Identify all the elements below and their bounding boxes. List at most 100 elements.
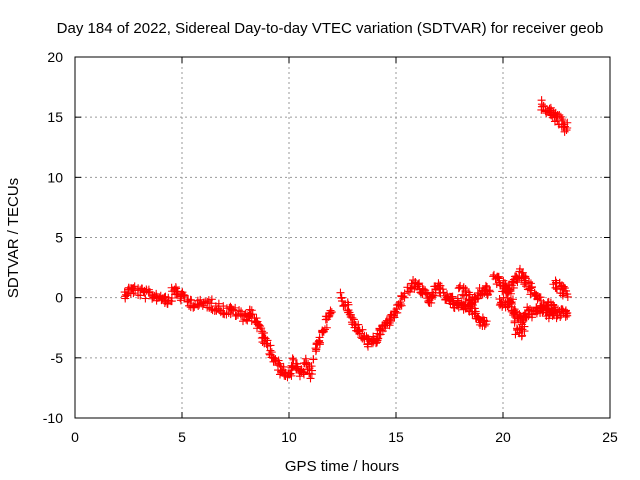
data-point (419, 285, 428, 294)
data-point (481, 320, 490, 329)
data-point (562, 126, 571, 135)
data-point (555, 110, 564, 119)
y-tick-label: 0 (55, 290, 63, 306)
data-point (187, 296, 196, 305)
data-point (167, 293, 176, 302)
data-point (195, 300, 204, 309)
data-point (393, 308, 402, 317)
data-point (494, 273, 503, 282)
data-point (390, 313, 399, 322)
x-tick-label: 0 (71, 429, 79, 445)
data-point (396, 300, 405, 309)
y-tick-label: -10 (43, 410, 63, 426)
data-point (306, 374, 315, 383)
data-point (466, 299, 475, 308)
data-point (256, 322, 265, 331)
data-point (354, 320, 363, 329)
y-axis-label: SDTVAR / TECUs (5, 178, 22, 298)
data-point (560, 284, 569, 293)
data-point (453, 294, 462, 303)
data-point (344, 306, 353, 315)
data-point (354, 327, 363, 336)
data-point (279, 362, 288, 371)
data-point (511, 330, 520, 339)
data-point (349, 315, 358, 324)
y-tick-label: 20 (47, 49, 63, 65)
data-point (180, 291, 189, 300)
data-point (508, 279, 517, 288)
data-marks (120, 96, 572, 383)
data-point (372, 335, 381, 344)
y-tick-label: 15 (47, 109, 63, 125)
data-point (510, 318, 519, 327)
data-point (207, 305, 216, 314)
data-point (415, 279, 424, 288)
data-point (508, 295, 517, 304)
data-point (551, 283, 560, 292)
data-point (439, 288, 448, 297)
data-point (485, 286, 494, 295)
data-point (315, 333, 324, 342)
data-point (326, 306, 335, 315)
data-point (199, 299, 208, 308)
data-point (235, 306, 244, 315)
data-point (486, 287, 495, 296)
data-point (464, 307, 473, 316)
data-point (203, 298, 212, 307)
x-tick-label: 15 (388, 429, 404, 445)
data-point (563, 123, 572, 132)
data-point (266, 346, 275, 355)
data-point (288, 354, 297, 363)
data-point (179, 290, 188, 299)
data-point (563, 311, 572, 320)
grid (75, 57, 610, 418)
y-tick-label: 5 (55, 230, 63, 246)
x-axis-label: GPS time / hours (285, 458, 399, 475)
data-point (520, 280, 529, 289)
data-point (474, 314, 483, 323)
data-point (299, 367, 308, 376)
data-point (494, 274, 503, 283)
data-point (259, 328, 268, 337)
x-tick-label: 25 (602, 429, 618, 445)
data-point (448, 292, 457, 301)
data-point (307, 362, 316, 371)
data-point (422, 289, 431, 298)
data-point (207, 295, 216, 304)
data-point (524, 278, 533, 287)
data-point (481, 281, 490, 290)
data-point (563, 290, 572, 299)
data-point (336, 288, 345, 297)
x-tick-label: 10 (281, 429, 297, 445)
x-tick-label: 5 (178, 429, 186, 445)
data-point (337, 294, 346, 303)
data-point (309, 355, 318, 364)
data-point (507, 300, 516, 309)
data-point (322, 323, 331, 332)
data-point (176, 296, 185, 305)
data-point (520, 322, 529, 331)
y-tick-label: 10 (47, 169, 63, 185)
data-point (247, 306, 256, 315)
data-point (400, 293, 409, 302)
data-point (363, 342, 372, 351)
data-point (539, 102, 548, 111)
data-point (509, 311, 518, 320)
data-point (320, 325, 329, 334)
data-point (557, 115, 566, 124)
data-point (427, 298, 436, 307)
data-point (391, 307, 400, 316)
data-point (397, 301, 406, 310)
data-point (550, 303, 559, 312)
data-point (471, 309, 480, 318)
data-point (311, 344, 320, 353)
data-point (215, 306, 224, 315)
chart-title: Day 184 of 2022, Sidereal Day-to-day VTE… (57, 20, 604, 37)
y-tick-label: -5 (51, 350, 64, 366)
data-point (261, 334, 270, 343)
data-point (459, 283, 468, 292)
data-point (461, 287, 470, 296)
x-tick-label: 20 (495, 429, 511, 445)
data-point (252, 314, 261, 323)
